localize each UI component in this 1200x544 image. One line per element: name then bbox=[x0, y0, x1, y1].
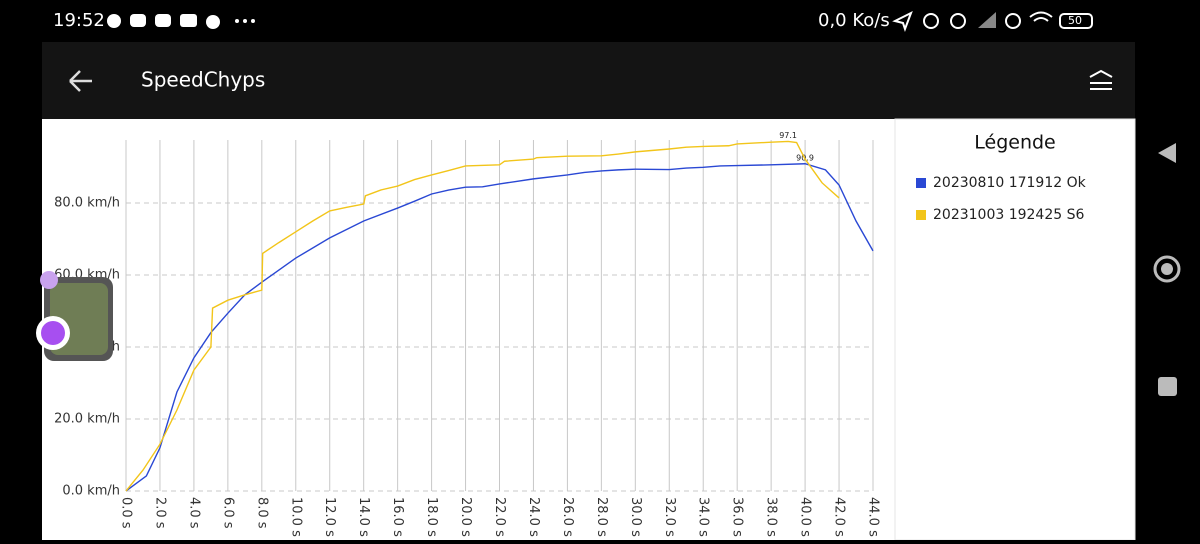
legend-title: Légende bbox=[974, 132, 1055, 154]
system-icons bbox=[892, 10, 1093, 32]
x-tick-label: 42.0 s bbox=[832, 497, 847, 537]
nav-back[interactable] bbox=[1158, 143, 1176, 163]
x-tick-label: 32.0 s bbox=[662, 497, 677, 537]
x-tick-label: 22.0 s bbox=[492, 497, 507, 537]
x-tick-label: 44.0 s bbox=[866, 497, 881, 537]
x-tick-label: 20.0 s bbox=[458, 497, 473, 537]
menu-button[interactable] bbox=[1089, 69, 1113, 90]
legend-swatch bbox=[916, 210, 926, 220]
x-tick-label: 30.0 s bbox=[628, 497, 643, 537]
battery-level: 50 bbox=[1068, 14, 1082, 27]
plot: 0.0 s 2.0 s 4.0 s 6.0 s 8.0 s 10.0 s 12.0 s 14.… bbox=[54, 131, 1087, 537]
app-title: SpeedChyps bbox=[141, 68, 265, 92]
x-tick-label: 2.0 s bbox=[152, 497, 167, 529]
x-tick-label: 10.0 s bbox=[288, 497, 303, 537]
x-tick-label: 24.0 s bbox=[526, 497, 541, 537]
y-tick-label: 0.0 km/h bbox=[62, 484, 120, 499]
x-tick-label: 0.0 s bbox=[119, 497, 134, 529]
max-value-label: 97.1 bbox=[779, 131, 797, 140]
x-tick-label: 16.0 s bbox=[390, 497, 405, 537]
x-tick-label: 26.0 s bbox=[560, 497, 575, 537]
legend-entry: 20230810 171912 Ok bbox=[933, 175, 1087, 191]
x-tick-label: 6.0 s bbox=[220, 497, 235, 529]
x-tick-label: 38.0 s bbox=[764, 497, 779, 537]
clock: 19:52 bbox=[53, 10, 105, 31]
nav-home-dot bbox=[1161, 263, 1173, 275]
notification-icons bbox=[107, 14, 255, 29]
chat-head[interactable] bbox=[36, 271, 113, 361]
x-tick-label: 28.0 s bbox=[594, 497, 609, 537]
nav-home[interactable] bbox=[1153, 255, 1181, 283]
network-speed: 0,0 Ko/s bbox=[818, 10, 890, 31]
x-tick-label: 34.0 s bbox=[696, 497, 711, 537]
legend-swatch bbox=[916, 178, 926, 188]
legend-panel bbox=[894, 118, 1136, 541]
legend-entry: 20231003 192425 S6 bbox=[933, 207, 1084, 223]
y-tick-label: 20.0 km/h bbox=[54, 412, 120, 427]
x-tick-label: 8.0 s bbox=[254, 497, 269, 529]
x-tick-label: 4.0 s bbox=[186, 497, 201, 529]
app-bar bbox=[42, 42, 1135, 119]
series-line bbox=[125, 140, 840, 492]
chart-panel bbox=[42, 119, 895, 540]
x-tick-label: 18.0 s bbox=[424, 497, 439, 537]
series-line bbox=[125, 163, 874, 492]
x-tick-label: 36.0 s bbox=[730, 497, 745, 537]
x-tick-label: 12.0 s bbox=[322, 497, 337, 537]
back-button[interactable] bbox=[69, 70, 92, 92]
x-tick-label: 40.0 s bbox=[798, 497, 813, 537]
x-tick-label: 14.0 s bbox=[356, 497, 371, 537]
nav-recents[interactable] bbox=[1158, 377, 1177, 396]
y-tick-label: 80.0 km/h bbox=[54, 196, 120, 211]
